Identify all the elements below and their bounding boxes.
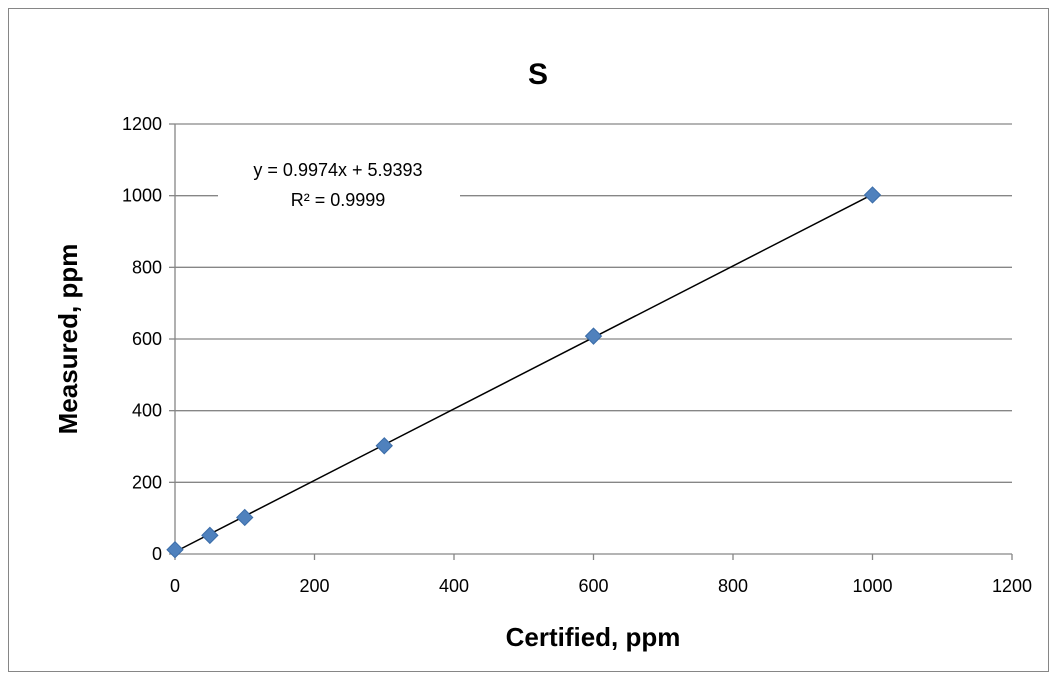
x-tick-label-1200: 1200	[992, 576, 1032, 596]
x-axis-title: Certified, ppm	[506, 622, 681, 652]
x-tick-labels: 0 200 400 600 800 1000 1200	[170, 576, 1032, 596]
data-point-0	[166, 540, 184, 559]
y-tick-label-1200: 1200	[122, 114, 162, 134]
x-tick-label-800: 800	[718, 576, 748, 596]
y-tick-label-600: 600	[132, 329, 162, 349]
trendline-equation: y = 0.9974x + 5.9393	[253, 160, 422, 180]
x-tick-label-400: 400	[439, 576, 469, 596]
x-tick-label-600: 600	[578, 576, 608, 596]
chart-title: S	[528, 58, 548, 91]
data-point-1	[201, 526, 219, 545]
data-point-3	[375, 437, 393, 455]
trendline-r-squared: R² = 0.9999	[291, 190, 386, 210]
data-point-4	[584, 327, 603, 345]
equation-box	[218, 150, 460, 216]
data-points	[166, 186, 882, 559]
data-point-5	[863, 186, 882, 204]
y-tick-label-200: 200	[132, 472, 162, 492]
data-point-2	[236, 508, 254, 527]
y-tick-label-0: 0	[152, 544, 162, 564]
y-tick-label-1000: 1000	[122, 186, 162, 206]
y-tick-labels: 0 200 400 600 800 1000 1200	[122, 114, 162, 564]
x-tick-label-200: 200	[299, 576, 329, 596]
x-tick-label-1000: 1000	[852, 576, 892, 596]
y-axis-title: Measured, ppm	[53, 244, 83, 435]
trendline	[174, 193, 873, 553]
y-tick-label-800: 800	[132, 257, 162, 277]
trendline-line	[174, 193, 873, 553]
x-tick-label-0: 0	[170, 576, 180, 596]
chart-area	[8, 8, 1049, 672]
y-tick-label-400: 400	[132, 401, 162, 421]
